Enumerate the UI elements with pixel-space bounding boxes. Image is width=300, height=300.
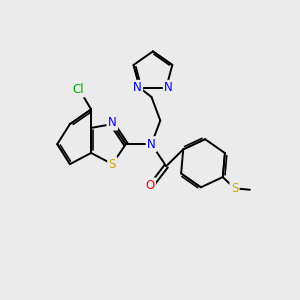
- Text: N: N: [147, 138, 156, 151]
- Text: N: N: [133, 81, 142, 94]
- Text: Cl: Cl: [72, 83, 84, 96]
- Text: S: S: [231, 182, 238, 195]
- Text: N: N: [164, 81, 173, 94]
- Text: N: N: [108, 116, 117, 129]
- Text: O: O: [146, 179, 154, 192]
- Text: S: S: [109, 158, 116, 171]
